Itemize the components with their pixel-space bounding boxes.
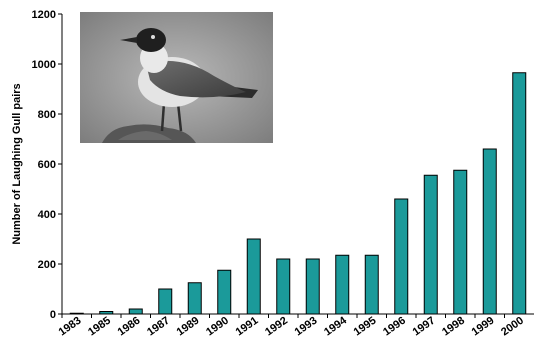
x-tick-label-1997: 1997	[411, 315, 438, 339]
bar-1983	[69, 312, 84, 315]
x-tick-label-2000: 2000	[499, 315, 526, 339]
y-tick-label: 1200	[32, 9, 56, 21]
y-tick-label: 600	[38, 159, 56, 171]
y-tick-label: 200	[38, 259, 56, 271]
x-tick-label-1987: 1987	[145, 315, 172, 339]
x-tick-label-1985: 1985	[86, 315, 113, 339]
bar-1992	[276, 258, 291, 315]
x-tick-label-1989: 1989	[175, 315, 202, 339]
bar-1993	[305, 258, 320, 315]
x-tick-label-1998: 1998	[440, 315, 467, 339]
x-tick-label-1983: 1983	[57, 315, 84, 339]
bar-1996	[394, 198, 409, 315]
bar-1995	[364, 254, 379, 315]
bar-1985	[99, 311, 114, 315]
bar-1998	[453, 169, 468, 315]
bar-1997	[423, 174, 438, 315]
x-tick-label-1986: 1986	[116, 315, 143, 339]
bar-1999	[482, 148, 497, 315]
bar-1991	[246, 238, 261, 315]
y-tick-label: 1000	[32, 59, 56, 71]
laughing-gull-photo	[80, 12, 273, 143]
bar-1989	[187, 282, 202, 315]
x-tick-label-1994: 1994	[322, 314, 350, 338]
x-tick-label-1991: 1991	[234, 315, 261, 339]
x-tick-label-1999: 1999	[470, 315, 497, 339]
x-tick-label-1995: 1995	[352, 315, 379, 339]
bar-1986	[128, 308, 143, 315]
x-tick-label-1993: 1993	[293, 315, 320, 339]
y-tick-label: 800	[38, 109, 56, 121]
bar-1994	[335, 254, 350, 315]
y-tick-label: 0	[50, 309, 56, 321]
x-tick-label-1990: 1990	[204, 315, 231, 339]
bar-1990	[217, 269, 232, 315]
bar-2000	[512, 72, 527, 315]
x-tick-label-1992: 1992	[263, 315, 290, 339]
bar-1987	[158, 288, 173, 315]
y-axis-label: Number of Laughing Gull pairs	[11, 83, 23, 244]
x-tick-label-1996: 1996	[381, 315, 408, 339]
y-tick-label: 400	[38, 209, 56, 221]
